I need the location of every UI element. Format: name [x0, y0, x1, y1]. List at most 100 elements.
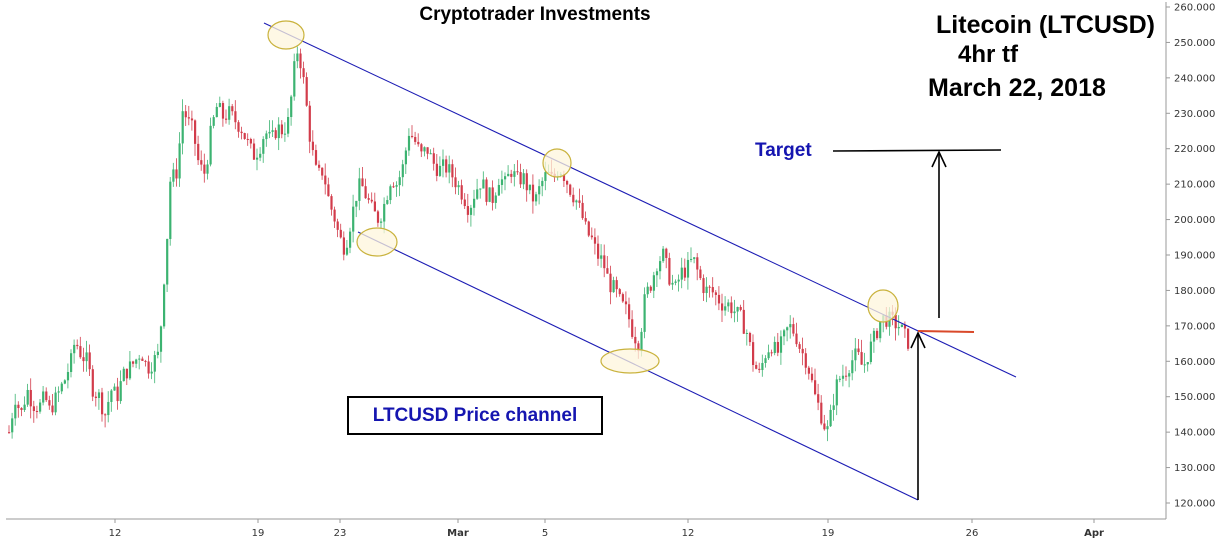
- candle-body: [798, 344, 801, 349]
- candle-body: [513, 171, 516, 177]
- candle-body: [48, 400, 51, 406]
- candle-body: [144, 360, 147, 362]
- candle-body: [631, 319, 634, 337]
- candle-body: [683, 267, 686, 278]
- candle-body: [761, 362, 764, 371]
- candle-body: [665, 248, 668, 258]
- candle-body: [252, 143, 256, 160]
- candle-body: [29, 389, 32, 407]
- candle-body: [361, 178, 364, 187]
- y-tick-label: 170.000: [1174, 321, 1215, 332]
- candle-body: [376, 211, 380, 223]
- candle-body: [107, 401, 110, 416]
- candle-body: [851, 360, 854, 374]
- candle-body: [88, 352, 91, 370]
- candle-body: [646, 286, 649, 295]
- candle-body: [355, 200, 358, 207]
- candle-body: [370, 199, 373, 202]
- candle-body: [132, 361, 135, 364]
- candle-body: [240, 131, 243, 134]
- candle-body: [767, 352, 770, 359]
- candle-body: [94, 396, 97, 398]
- candle-body: [764, 358, 767, 363]
- candle-body: [79, 346, 82, 358]
- candle-body: [345, 247, 349, 255]
- y-axis-ticks: 260.000 250.000 240.000 230.000 220.000 210.0…: [1166, 3, 1215, 510]
- candle-body: [39, 402, 42, 412]
- candle-body: [268, 131, 271, 134]
- candle-body: [293, 61, 296, 97]
- candle-body: [640, 331, 643, 352]
- y-tick-label: 220.000: [1174, 144, 1215, 155]
- candle-body: [187, 117, 190, 119]
- candle-body: [435, 163, 438, 176]
- candle-body: [531, 184, 535, 202]
- target-projection: Target: [755, 140, 1002, 500]
- y-tick-label: 260.000: [1174, 3, 1215, 14]
- candle-body: [367, 198, 370, 200]
- candle-body: [243, 133, 246, 139]
- candle-body: [392, 186, 395, 188]
- candle-body: [810, 373, 814, 381]
- candle-body: [221, 103, 225, 119]
- candle-body: [792, 324, 795, 334]
- target-label: Target: [755, 140, 812, 161]
- candle-body: [404, 150, 407, 165]
- candle-body: [287, 117, 290, 134]
- candle-body: [562, 174, 566, 182]
- candle-body: [336, 221, 339, 230]
- candle-body: [587, 221, 590, 236]
- candle-body: [290, 96, 293, 118]
- candle-body: [116, 386, 119, 402]
- candle-body: [845, 375, 848, 377]
- candle-body: [522, 173, 525, 185]
- candle-body: [544, 172, 547, 181]
- touch-ellipse: [867, 289, 899, 323]
- candle-body: [699, 269, 702, 279]
- x-axis-ticks: 12 19 23 Mar 5 12 19 26 Apr: [109, 519, 1104, 539]
- candle-body: [705, 286, 708, 294]
- candle-body: [826, 426, 829, 430]
- candle-body: [752, 342, 755, 366]
- candle-body: [872, 330, 876, 342]
- candle-body: [690, 258, 693, 260]
- candle-body: [414, 137, 417, 142]
- candle-body: [324, 175, 327, 185]
- candle-body: [504, 176, 507, 180]
- candle-body: [519, 172, 522, 185]
- candle-body: [643, 294, 646, 332]
- candle-body: [156, 351, 159, 356]
- candle-body: [578, 200, 581, 203]
- candle-body: [218, 103, 221, 107]
- candle-body: [225, 118, 228, 120]
- candle-body: [789, 324, 792, 328]
- candle-body: [274, 130, 277, 139]
- candle-body: [817, 394, 820, 403]
- candle-body: [237, 122, 240, 132]
- candle-body: [804, 353, 807, 368]
- y-tick-label: 150.000: [1174, 392, 1215, 403]
- candle-body: [296, 53, 299, 62]
- candle-body: [73, 344, 76, 354]
- candle-body: [820, 402, 823, 424]
- candle-body: [597, 243, 600, 259]
- candle-body: [330, 196, 333, 210]
- candle-body: [783, 330, 786, 337]
- candle-body: [535, 194, 538, 202]
- candle-body: [82, 357, 85, 362]
- candle-body: [659, 261, 662, 272]
- candle-body: [624, 301, 628, 305]
- candle-body: [835, 379, 838, 406]
- x-tick-label: 19: [252, 528, 265, 539]
- candle-body: [438, 165, 442, 176]
- measure-arrow-head: [910, 331, 926, 349]
- candle-body: [848, 373, 851, 377]
- x-tick-label: Mar: [447, 528, 469, 539]
- candle-body: [863, 364, 866, 366]
- x-tick-label: Apr: [1084, 528, 1104, 539]
- candle-body: [569, 184, 572, 195]
- candle-body: [755, 365, 758, 369]
- candle-body: [101, 392, 104, 415]
- candle-body: [246, 138, 249, 140]
- candle-body: [900, 324, 903, 327]
